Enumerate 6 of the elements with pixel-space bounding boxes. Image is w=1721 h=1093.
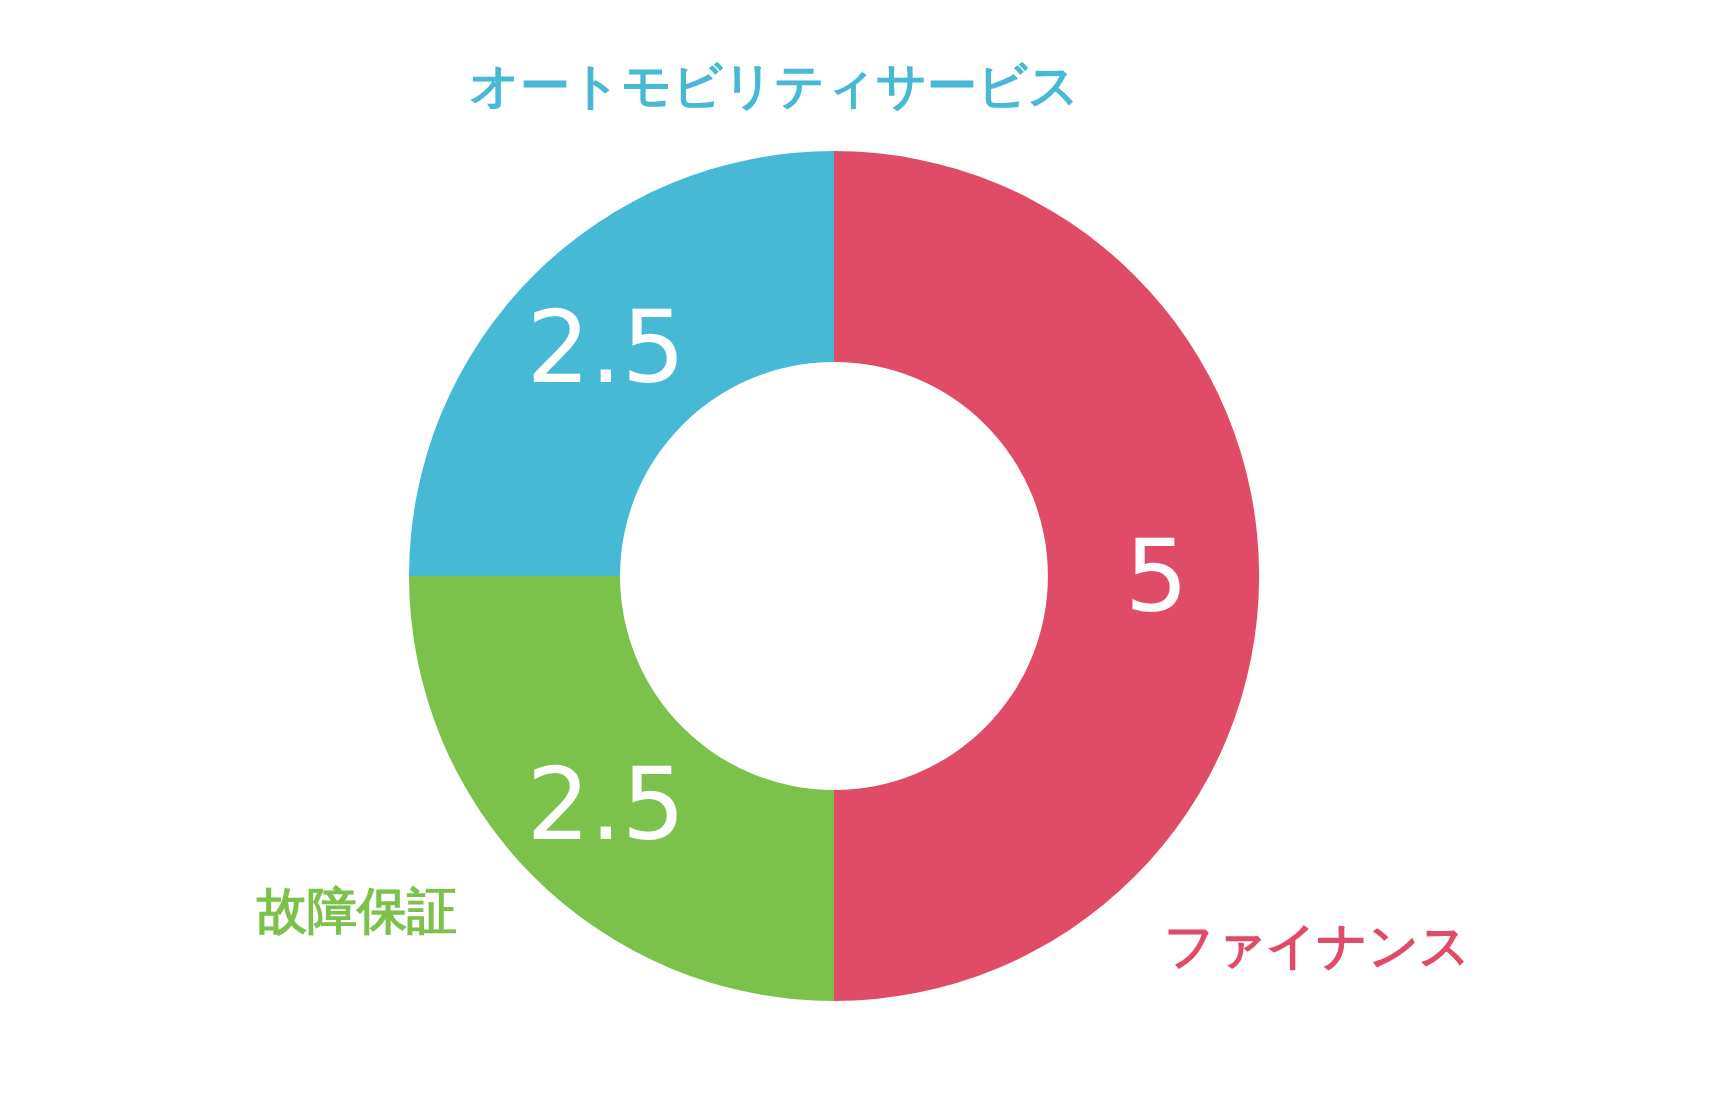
slice-label: オートモビリティサービス [469,57,1079,115]
data-label: 2.5 [526,289,686,407]
slice-label: ファイナンス [1164,917,1470,975]
slice-label: 故障保証 [256,882,457,940]
data-label: 5 [1124,517,1189,635]
data-label: 2.5 [526,745,686,863]
